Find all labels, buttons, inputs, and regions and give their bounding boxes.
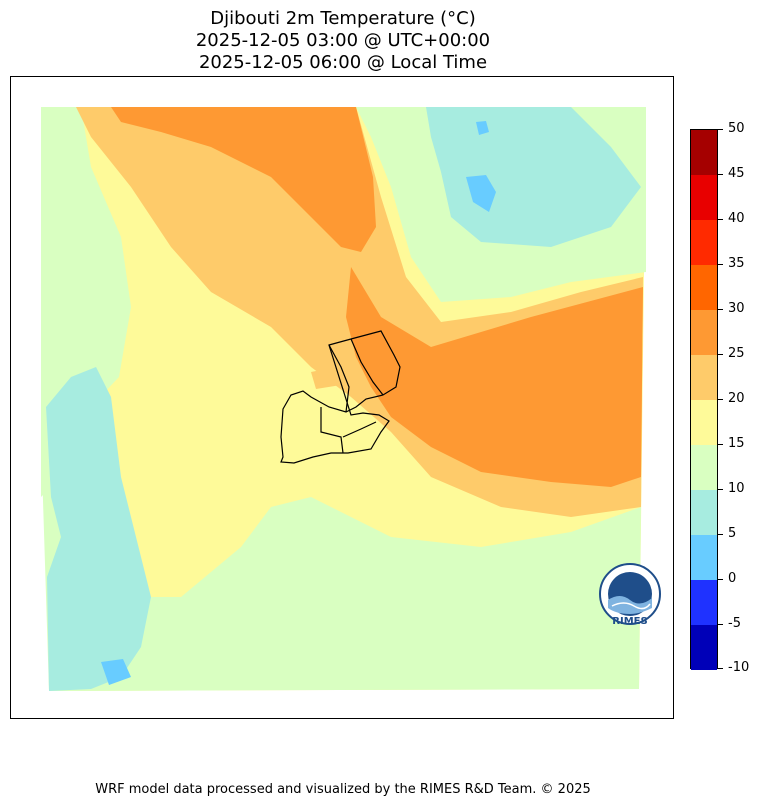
- zone-20-25-spot: [311, 367, 341, 389]
- colorbar-bin-neg5-0: [691, 580, 717, 625]
- colorbar-label: 10: [728, 481, 745, 496]
- colorbar-tick: [718, 219, 723, 220]
- colorbar-bin-0-5: [691, 535, 717, 580]
- colorbar-bin-45-50: [691, 130, 717, 175]
- title-line-1: Djibouti 2m Temperature (°C): [210, 8, 476, 29]
- zone-0-5-spot-1: [466, 175, 496, 212]
- colorbar-label: 30: [728, 301, 745, 316]
- colorbar-tick: [718, 399, 723, 400]
- colorbar-bin-15-20: [691, 400, 717, 445]
- colorbar-label: -5: [728, 616, 741, 631]
- zone-5-10-northeast: [426, 107, 641, 247]
- title-line-2: 2025-12-05 03:00 @ UTC+00:00: [195, 30, 491, 51]
- colorbar-bin-neg10-neg5: [691, 625, 717, 670]
- colorbar-label: 45: [728, 166, 745, 181]
- colorbar-tick: [718, 668, 723, 669]
- colorbar-tick: [718, 489, 723, 490]
- zone-25-30-north: [111, 107, 376, 252]
- zone-5-10-west: [46, 367, 151, 691]
- title-line-3: 2025-12-05 06:00 @ Local Time: [198, 52, 488, 73]
- colorbar-label: 0: [728, 571, 737, 586]
- colorbar-tick: [718, 624, 723, 625]
- colorbar-bin-5-10: [691, 490, 717, 535]
- map-title: Djibouti 2m Temperature (°C) 2025-12-05 …: [0, 8, 686, 74]
- colorbar-bin-20-25: [691, 355, 717, 400]
- colorbar-tick: [718, 444, 723, 445]
- colorbar-label: 25: [728, 346, 745, 361]
- colorbar-label: 40: [728, 211, 745, 226]
- colorbar-label: 50: [728, 121, 745, 136]
- colorbar-label: 20: [728, 391, 745, 406]
- djibouti-border: [280, 330, 401, 464]
- colorbar-bin-40-45: [691, 175, 717, 220]
- colorbar-label: 15: [728, 436, 745, 451]
- map-frame: [10, 76, 674, 719]
- colorbar-bin-30-35: [691, 265, 717, 310]
- colorbar-tick: [718, 354, 723, 355]
- zone-0-5-spot-3: [476, 121, 489, 135]
- colorbar: [690, 129, 718, 670]
- zone-10-15-south: [41, 437, 641, 691]
- colorbar-tick: [718, 309, 723, 310]
- colorbar-label: 5: [728, 526, 737, 541]
- colorbar-label: -10: [728, 660, 750, 675]
- colorbar-tick: [718, 174, 723, 175]
- colorbar-bin-10-15: [691, 445, 717, 490]
- colorbar-tick: [718, 579, 723, 580]
- temperature-map: [41, 107, 646, 691]
- colorbar-tick: [718, 129, 723, 130]
- colorbar-tick: [718, 264, 723, 265]
- colorbar-bin-35-40: [691, 220, 717, 265]
- colorbar-label: 35: [728, 256, 745, 271]
- zone-0-5-spot-2: [101, 659, 131, 685]
- footer-credit: WRF model data processed and visualized …: [95, 782, 591, 797]
- colorbar-bin-25-30: [691, 310, 717, 355]
- rimes-logo-text: RIMES: [612, 616, 648, 627]
- colorbar-tick: [718, 534, 723, 535]
- rimes-globe-logo: [599, 563, 661, 625]
- zone-25-30-gulf: [346, 267, 643, 487]
